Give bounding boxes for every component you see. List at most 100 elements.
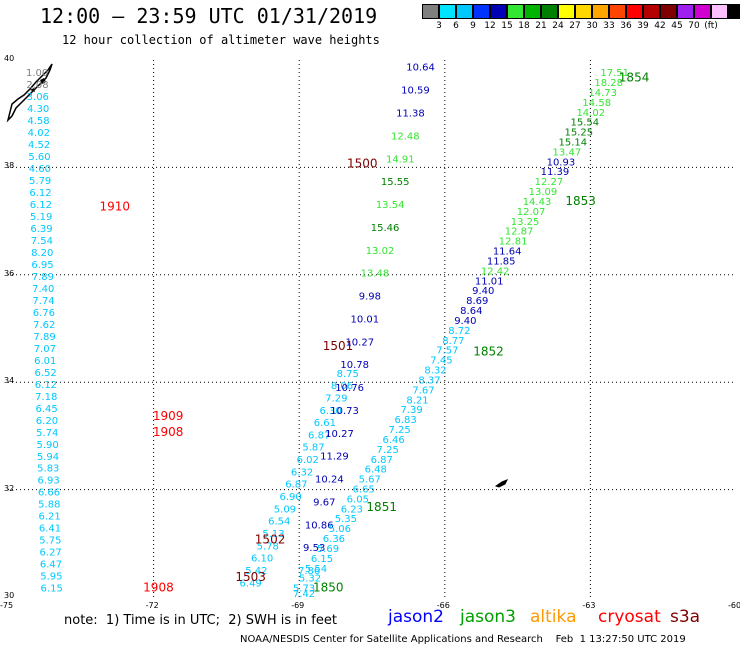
wave-height-value: 6.90 (280, 492, 302, 503)
island-shapes (30, 78, 46, 92)
wave-height-value: 8.72 (448, 326, 470, 337)
wave-height-value: 6.10 (251, 554, 273, 565)
wave-height-value: 6.66 (38, 488, 60, 499)
color-scale-swatch (728, 4, 740, 19)
wave-height-value: 9.53 (303, 543, 325, 554)
color-scale-label: 15 (501, 21, 513, 31)
color-scale-swatch (422, 4, 439, 19)
wave-height-value: 7.89 (33, 332, 55, 343)
wave-height-value: 7.39 (400, 405, 422, 416)
wave-height-value: 10.24 (315, 475, 344, 486)
wave-height-value: 6.48 (365, 465, 387, 476)
longitude-tick-label: -72 (145, 601, 159, 610)
wave-height-value: 13.48 (361, 269, 390, 280)
coastline (6, 63, 53, 123)
color-scale-swatch (439, 4, 456, 19)
pass-time-label: 1850 (313, 581, 344, 595)
wave-height-value: 11.85 (487, 256, 516, 267)
legend-note: note: 1) Time is in UTC; 2) SWH is in fe… (64, 613, 337, 628)
wave-height-value: 6.27 (40, 548, 62, 559)
wave-height-value: 3.06 (27, 92, 49, 103)
wave-height-value: 6.87 (371, 455, 393, 466)
wave-height-value: 15.25 (565, 128, 594, 139)
pass-time-label: 1852 (473, 344, 504, 358)
latitude-tick-label: 30 (4, 591, 15, 600)
wave-height-value: 7.89 (32, 272, 54, 283)
color-scale-label: 39 (637, 21, 649, 31)
wave-height-value: 6.15 (41, 584, 63, 595)
pass-time-label: 1853 (565, 194, 596, 208)
wave-height-value: 5.06 (329, 524, 351, 535)
color-scale-label: 70 (688, 21, 700, 31)
wave-height-value: 6.05 (347, 494, 369, 505)
wave-height-value: 5.83 (37, 464, 59, 475)
color-scale-label: 12 (484, 21, 496, 31)
wave-height-value: 6.65 (353, 484, 375, 495)
wave-height-value: 12.07 (517, 207, 546, 218)
wave-height-value: 5.09 (274, 504, 296, 515)
wave-height-value: 10.76 (335, 383, 364, 394)
color-scale-swatch (490, 4, 507, 19)
color-scale-label: 42 (654, 21, 666, 31)
latitude-tick-label: 34 (4, 376, 15, 386)
wave-height-value: 5.88 (38, 500, 60, 511)
wave-height-value: 10.64 (406, 63, 435, 74)
latitude-tick-label: 32 (4, 483, 15, 493)
wave-height-value: 6.30 (319, 406, 341, 417)
wave-height-value: 7.74 (32, 296, 54, 307)
page-subtitle: 12 hour collection of altimeter wave hei… (62, 33, 380, 47)
wave-height-value: 7.54 (31, 236, 53, 247)
wave-height-value: 9.67 (313, 497, 335, 508)
color-scale-swatch (694, 4, 711, 19)
wave-height-value: 5.95 (40, 572, 62, 583)
wave-height-value: 8.32 (424, 366, 446, 377)
wave-height-value: 11.38 (396, 109, 425, 120)
color-scale-label: 27 (569, 21, 581, 31)
wave-height-value: 10.27 (325, 429, 354, 440)
wave-height-value: 14.43 (523, 197, 552, 208)
color-scale-label: 3 (436, 21, 442, 31)
wave-height-value: 6.93 (37, 476, 59, 487)
wave-height-value: 8.37 (418, 375, 440, 386)
pass-time-label: 1910 (99, 199, 130, 213)
wave-height-value: 12.87 (505, 227, 534, 238)
wave-height-value: 6.87 (285, 480, 307, 491)
color-scale-label: 45 (671, 21, 683, 31)
color-scale-label: 33 (603, 21, 615, 31)
wave-height-value: 5.19 (30, 212, 52, 223)
wave-height-value: 14.91 (386, 154, 415, 165)
color-scale-label: 21 (535, 21, 547, 31)
wave-height-value: 14.58 (582, 98, 611, 109)
wave-height-value: 5.79 (29, 176, 51, 187)
wave-height-value: 7.40 (32, 284, 54, 295)
wave-height-value: 4.58 (27, 116, 49, 127)
color-scale-swatch (677, 4, 694, 19)
satellite-legend-altika: altika (530, 607, 577, 627)
color-scale-label: 9 (470, 21, 476, 31)
wave-height-value: 5.87 (302, 443, 324, 454)
wave-height-value: 7.07 (34, 344, 56, 355)
wave-height-value: 10.78 (340, 360, 369, 371)
wave-height-value: 5.75 (39, 536, 61, 547)
latitude-tick-label: 38 (4, 161, 15, 171)
wave-height-value: 8.75 (337, 369, 359, 380)
longitude-tick-label: -63 (582, 601, 596, 610)
satellite-legend-jason2: jason2 (388, 607, 444, 627)
wave-height-value: 5.73 (293, 584, 315, 595)
latitude-tick-label: 40 (4, 54, 15, 63)
wave-height-value: 5.74 (36, 428, 58, 439)
wave-height-value: 5.32 (299, 574, 321, 585)
wave-height-value: 7.29 (325, 393, 347, 404)
wave-height-value: 10.01 (351, 314, 380, 325)
wave-height-value: 7.86 (298, 566, 320, 577)
wave-height-value: 11.29 (320, 452, 349, 463)
wave-height-value: 5.60 (28, 152, 50, 163)
wave-height-value: 6.23 (341, 504, 363, 515)
pass-time-label: 1501 (323, 339, 354, 353)
footer-credit: NOAA/NESDIS Center for Satellite Applica… (240, 634, 686, 645)
color-scale-swatch (575, 4, 592, 19)
wave-height-value: 6.01 (34, 356, 56, 367)
wave-height-value: 7.62 (33, 320, 55, 331)
wave-height-value: 2.08 (26, 80, 48, 91)
